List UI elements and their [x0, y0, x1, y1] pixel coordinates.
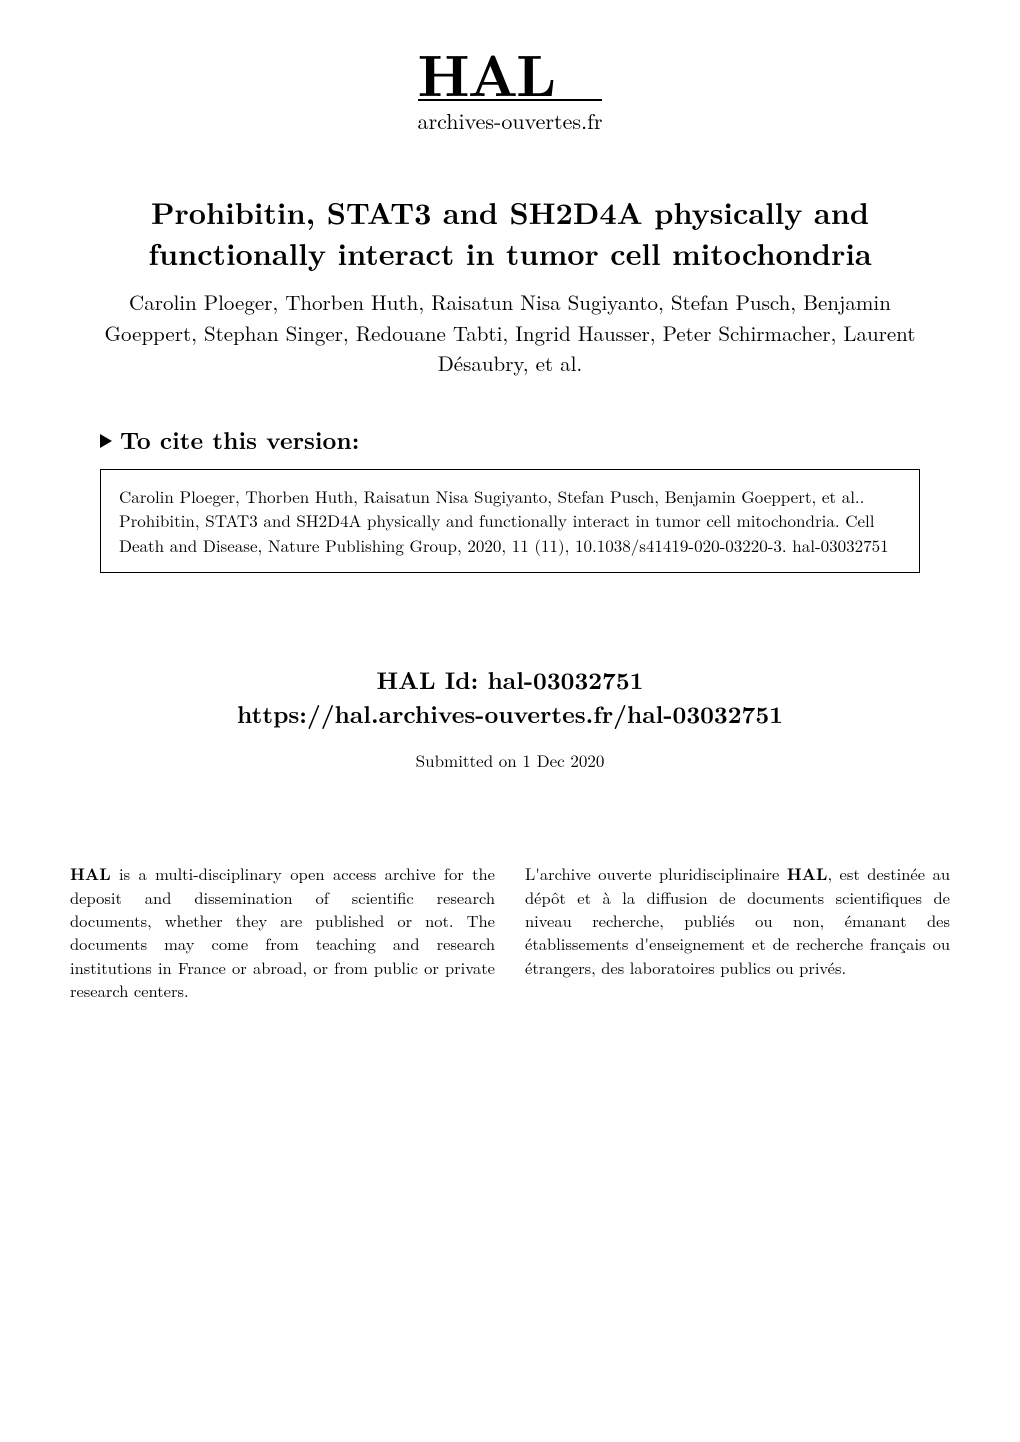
- footer-col-fr: L'archive ouverte pluridisciplinaire HAL…: [525, 862, 950, 1003]
- cite-heading: To cite this version:: [100, 423, 920, 457]
- submitted-date: Submitted on 1 Dec 2020: [100, 748, 920, 772]
- footer-description: HAL is a multi-disciplinary open access …: [70, 862, 950, 1003]
- hal-logo: HAL archives-ouvertes.fr: [418, 48, 603, 136]
- triangle-right-icon: [100, 434, 112, 448]
- hal-id-line: HAL Id: hal-03032751: [100, 663, 920, 698]
- hal-logo-text: HAL: [418, 48, 603, 97]
- hal-cover-page: HAL archives-ouvertes.fr Prohibitin, STA…: [0, 0, 1020, 1442]
- cite-section: To cite this version: Carolin Ploeger, T…: [100, 423, 920, 573]
- hal-logo-subtext: archives-ouvertes.fr: [418, 99, 603, 136]
- footer-text-en: HAL is a multi-disciplinary open access …: [70, 861, 495, 1002]
- citation-box: Carolin Ploeger, Thorben Huth, Raisatun …: [100, 469, 920, 573]
- footer-en-rest: is a multi-disciplinary open access arch…: [70, 861, 495, 1002]
- paper-title: Prohibitin, STAT3 and SH2D4A physically …: [100, 192, 920, 273]
- title-block: Prohibitin, STAT3 and SH2D4A physically …: [100, 192, 920, 378]
- footer-text-fr: L'archive ouverte pluridisciplinaire HAL…: [525, 861, 950, 979]
- cite-heading-text: To cite this version:: [120, 423, 359, 457]
- footer-col-en: HAL is a multi-disciplinary open access …: [70, 862, 495, 1003]
- hal-url: https://hal.archives-ouvertes.fr/hal-030…: [100, 697, 920, 732]
- hal-id-block: HAL Id: hal-03032751 https://hal.archive…: [100, 663, 920, 773]
- hal-logo-block: HAL archives-ouvertes.fr: [0, 0, 1020, 136]
- paper-authors: Carolin Ploeger, Thorben Huth, Raisatun …: [100, 287, 920, 378]
